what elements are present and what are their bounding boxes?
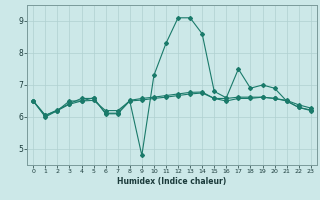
X-axis label: Humidex (Indice chaleur): Humidex (Indice chaleur) xyxy=(117,177,227,186)
